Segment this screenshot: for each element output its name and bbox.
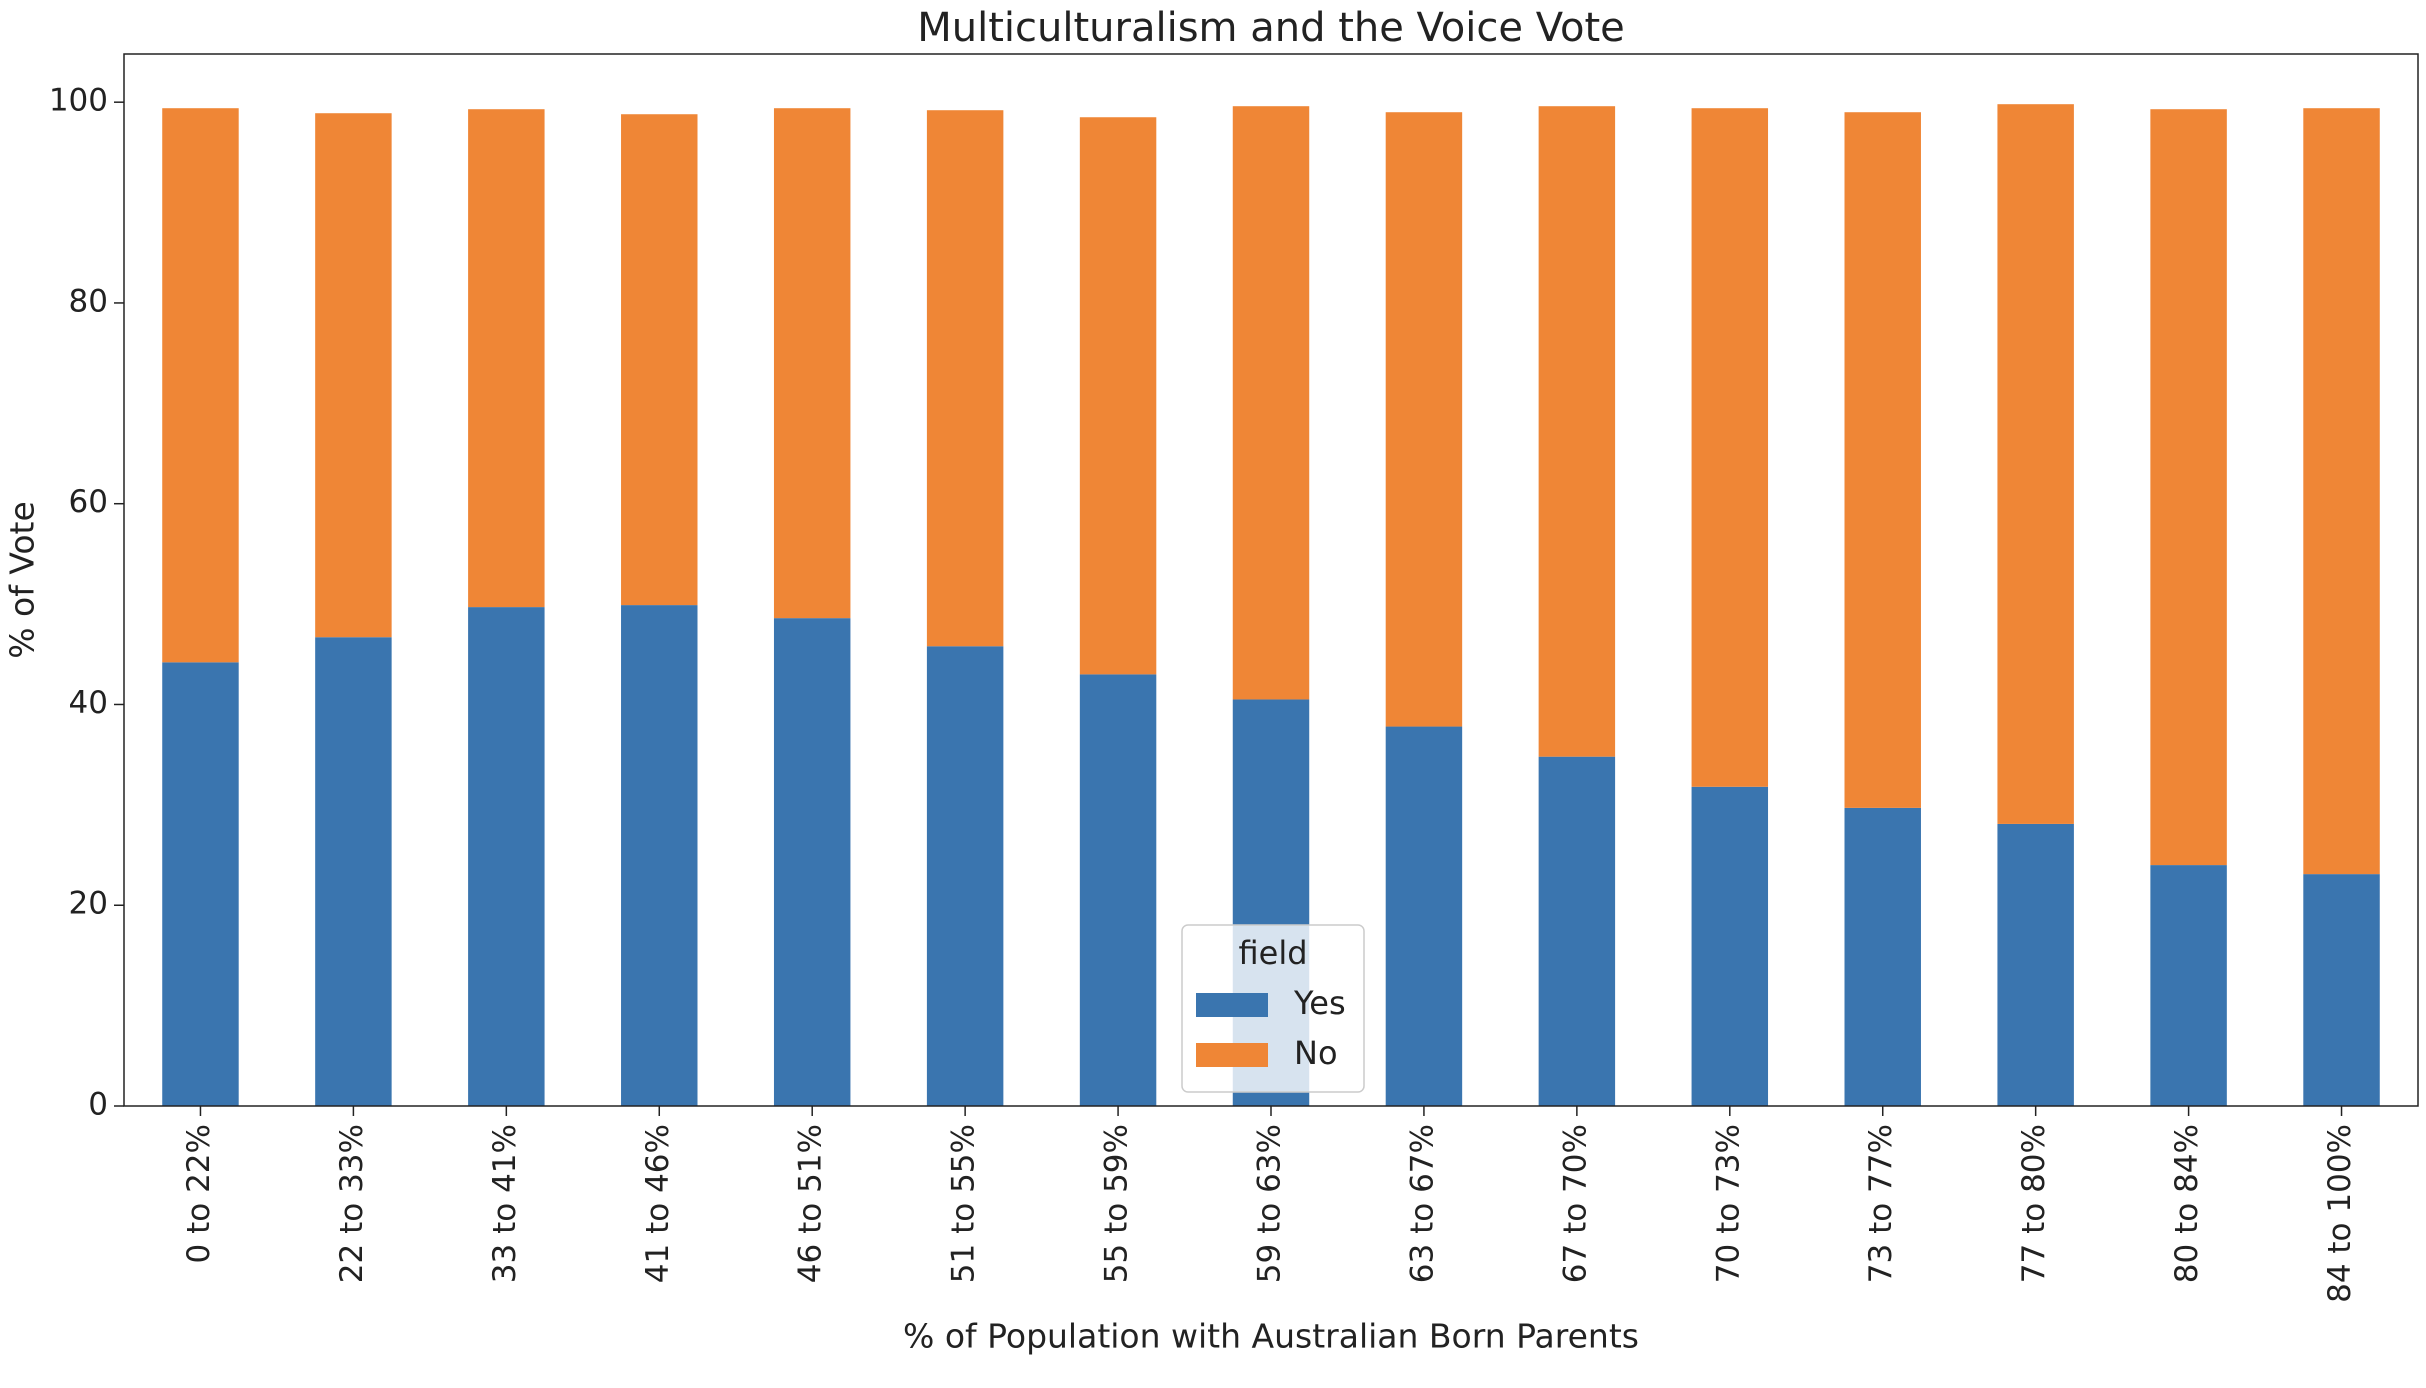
legend: field Yes No [1181,924,1365,1093]
bar-segment [315,637,392,1106]
bar-segment [1691,786,1769,1106]
x-tick-label: 59 to 63% [1252,1124,1288,1283]
x-tick-label: 46 to 51% [793,1124,829,1283]
bar-segment [926,646,1004,1106]
bar-segment [1997,104,2074,824]
bar-segment [1385,112,1463,727]
bar-segment [1232,106,1310,700]
plot-frame [123,53,2419,1107]
bar-segment [2303,874,2380,1106]
bar-segment [1997,823,2074,1106]
x-tick-label: 51 to 55% [946,1124,982,1283]
bar-segment [315,113,392,638]
x-tick-label: 77 to 80% [2016,1124,2052,1283]
bar-segment [2150,865,2227,1106]
y-tick-label: 80 [69,283,108,319]
bar-segment [621,114,698,606]
bar-segment [468,607,545,1106]
y-tick-label: 0 [88,1087,108,1123]
x-tick-label: 84 to 100% [2322,1124,2358,1303]
legend-swatch [1196,993,1268,1017]
chart-title: Multiculturalism and the Voice Vote [917,5,1624,51]
bar-segment [468,109,545,608]
x-tick-label: 41 to 46% [640,1124,676,1283]
x-tick-label: 67 to 70% [1557,1124,1593,1283]
bar-segment [1538,756,1616,1106]
bar-segment [1844,807,1921,1106]
bar-segment [773,618,851,1106]
y-axis-label: % of Vote [3,501,42,659]
bar-segment [2150,109,2227,866]
x-axis-label: % of Population with Australian Born Par… [903,1317,1639,1356]
legend-title: field [1238,934,1307,972]
x-tick-label: 63 to 67% [1404,1124,1440,1283]
x-tick-label: 70 to 73% [1710,1124,1746,1283]
legend-swatch [1196,1043,1268,1067]
bar-segment [162,108,239,663]
bar-segment [1691,108,1769,787]
legend-label: Yes [1293,984,1346,1022]
legend-label: No [1294,1034,1338,1072]
bar-segment [1538,106,1616,757]
y-tick-label: 20 [69,886,108,922]
x-tick-label: 33 to 41% [487,1124,523,1283]
x-tick-label: 0 to 22% [181,1124,217,1263]
bar-segment [926,110,1004,647]
bar-segment [2303,108,2380,875]
y-tick-label: 60 [69,484,108,520]
bar-segment [1079,117,1157,675]
x-tick-label: 22 to 33% [334,1124,370,1283]
x-tick-label: 73 to 77% [1863,1124,1899,1283]
x-tick-label: 80 to 84% [2169,1124,2205,1283]
bar-segment [162,662,239,1106]
bar-segment [1844,112,1921,808]
bar-segment [1385,726,1463,1106]
bar-segment [773,108,851,619]
x-tick-label: 55 to 59% [1099,1124,1135,1283]
bar-segment [1079,674,1157,1106]
y-tick-label: 40 [69,685,108,721]
y-tick-label: 100 [49,83,108,119]
bar-segment [621,605,698,1106]
